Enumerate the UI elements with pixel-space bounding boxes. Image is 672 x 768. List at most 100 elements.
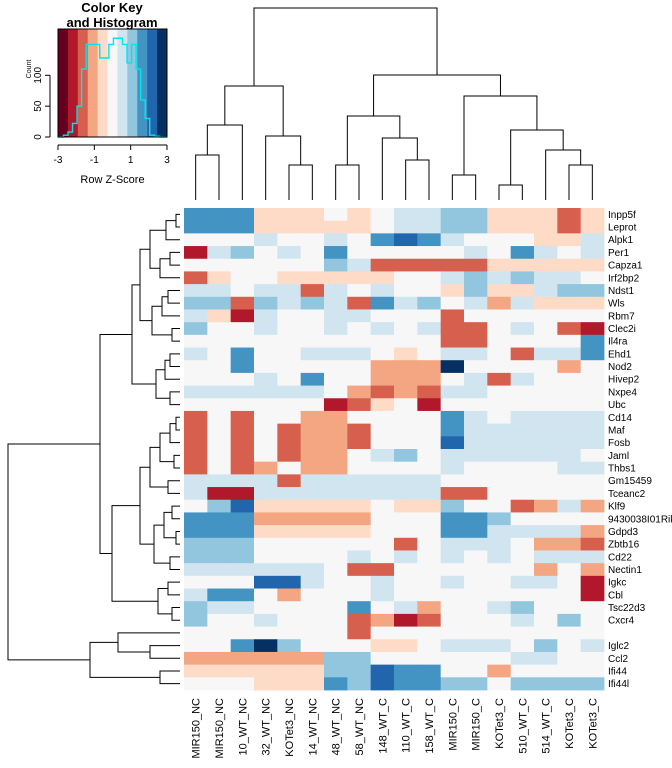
- row-dendrogram-branch-r345: [159, 258, 180, 279]
- heatmap-cell-r23-c13: [487, 499, 512, 513]
- color-key-y-axis: 0 50 100: [33, 67, 51, 140]
- heatmap-cell-r23-c14: [510, 499, 535, 513]
- heatmap-cell-r29-c5: [300, 575, 325, 589]
- color-key-band-10: [157, 29, 168, 137]
- heatmap-cell-r10-c2: [230, 334, 255, 348]
- heatmap-cell-r13-c4: [277, 372, 302, 386]
- heatmap-cell-r22-c5: [300, 487, 325, 501]
- heatmap-cell-r37-c2: [230, 677, 255, 691]
- heatmap-cell-r31-c2: [230, 601, 255, 615]
- heatmap-cell-r33-c14: [510, 626, 535, 640]
- heatmap-cell-r29-c14: [510, 575, 535, 589]
- heatmap-cell-r23-c17: [580, 499, 605, 513]
- heatmap-cell-r30-c14: [510, 588, 535, 602]
- heatmap-cell-r37-c15: [534, 677, 558, 691]
- heatmap-cell-r3-c13: [487, 246, 512, 260]
- row-label-28: Nectin1: [608, 565, 642, 576]
- heatmap-cell-r23-c15: [534, 499, 558, 513]
- heatmap-cell-r9-c12: [464, 322, 488, 336]
- heatmap-cell-r34-c13: [487, 639, 512, 653]
- heatmap-cell-r8-c0: [184, 309, 208, 323]
- heatmap-cell-r26-c17: [580, 537, 605, 551]
- heatmap-cell-r5-c11: [440, 271, 465, 285]
- heatmap-cell-r7-c7: [347, 296, 372, 310]
- heatmap-cell-r21-c16: [557, 474, 582, 488]
- heatmap-cell-r20-c8: [370, 461, 395, 475]
- column-label-9: 110_WT_C: [401, 698, 413, 753]
- heatmap-cell-r32-c4: [277, 613, 302, 627]
- heatmap-cell-r26-c7: [347, 537, 372, 551]
- column-dendrogram-branch-n45: [288, 164, 313, 200]
- heatmap-cell-r19-c10: [417, 449, 442, 463]
- heatmap-cell-r0-c7: [347, 208, 372, 222]
- color-key-band-3: [87, 29, 98, 137]
- heatmap-cell-r13-c13: [487, 372, 512, 386]
- heatmap-cell-r14-c1: [207, 385, 232, 399]
- heatmap-cell-r5-c15: [534, 271, 558, 285]
- column-dendrogram-branch-n13_14: [498, 184, 523, 200]
- heatmap-cell-r11-c17: [580, 347, 605, 361]
- heatmap-cell-r7-c15: [534, 296, 558, 310]
- heatmap-cell-r23-c4: [277, 499, 302, 513]
- heatmap-cell-r3-c7: [347, 246, 372, 260]
- heatmap-cell-r0-c2: [230, 208, 255, 222]
- heatmap-cell-r25-c2: [230, 525, 255, 539]
- heatmap-cell-r33-c10: [417, 626, 442, 640]
- heatmap-cell-r26-c8: [370, 537, 395, 551]
- heatmap-cell-r23-c10: [417, 499, 442, 513]
- heatmap-cell-r8-c12: [464, 309, 488, 323]
- row-label-16: Cd14: [608, 413, 632, 424]
- heatmap-cell-r15-c5: [300, 398, 325, 412]
- heatmap-cell-r29-c10: [417, 575, 442, 589]
- heatmap-cell-r0-c4: [277, 208, 302, 222]
- heatmap-cell-r11-c9: [394, 347, 418, 361]
- column-label-16: KOTet3_C: [564, 698, 576, 749]
- heatmap-cell-r3-c2: [230, 246, 255, 260]
- heatmap-cell-r19-c6: [324, 449, 348, 463]
- heatmap-cell-r9-c9: [394, 322, 418, 336]
- heatmap-cell-r22-c12: [464, 487, 488, 501]
- heatmap-cell-r19-c4: [277, 449, 302, 463]
- column-dendrogram-branch-n012: [206, 124, 243, 200]
- heatmap-cell-r20-c16: [557, 461, 582, 475]
- heatmap-cell-r10-c11: [440, 334, 465, 348]
- heatmap-cell-r6-c7: [347, 284, 372, 298]
- heatmap-cell-r20-c9: [394, 461, 418, 475]
- heatmap-cell-r34-c4: [277, 639, 302, 653]
- heatmap-cell-r18-c11: [440, 436, 465, 450]
- heatmap-cell-r1-c13: [487, 220, 512, 234]
- heatmap-cell-r14-c7: [347, 385, 372, 399]
- heatmap-cell-r28-c7: [347, 563, 372, 577]
- row-dendrogram-branch-r16_20: [159, 432, 174, 463]
- heatmap-cell-r27-c2: [230, 550, 255, 564]
- heatmap-cell-r33-c11: [440, 626, 465, 640]
- heatmap-cell-r0-c17: [580, 208, 605, 222]
- heatmap-cell-r7-c5: [300, 296, 325, 310]
- heatmap-cell-r11-c13: [487, 347, 512, 361]
- color-key-band-0: [58, 29, 69, 137]
- heatmap-cell-r3-c1: [207, 246, 232, 260]
- heatmap-cell-r26-c14: [510, 537, 535, 551]
- row-label-13: Hivep2: [608, 375, 640, 386]
- heatmap-cell-r16-c4: [277, 410, 302, 425]
- heatmap-cell-r18-c0: [184, 436, 208, 450]
- heatmap-cell-r6-c13: [487, 284, 512, 298]
- heatmap-cell-r37-c10: [417, 677, 442, 691]
- row-dendrogram-branch-r67: [167, 289, 180, 304]
- heatmap-cell-r7-c0: [184, 296, 208, 310]
- heatmap-cell-r33-c5: [300, 626, 325, 640]
- heatmap-cell-r20-c2: [230, 461, 255, 475]
- heatmap-cell-r36-c9: [394, 664, 418, 678]
- column-dendrogram-branch-n67: [335, 164, 360, 200]
- heatmap-cell-r2-c11: [440, 233, 465, 247]
- row-dendrogram-branch-r16_22: [149, 446, 168, 488]
- heatmap-cell-r36-c3: [254, 664, 278, 678]
- heatmap-cell-r2-c6: [324, 233, 348, 247]
- heatmap-cell-r33-c4: [277, 626, 302, 640]
- heatmap-cell-r36-c10: [417, 664, 442, 678]
- color-key-band-5: [107, 29, 118, 137]
- heatmap-cell-r31-c16: [557, 601, 582, 615]
- heatmap-cell-r27-c1: [207, 550, 232, 564]
- row-label-1: Leprot: [608, 223, 637, 234]
